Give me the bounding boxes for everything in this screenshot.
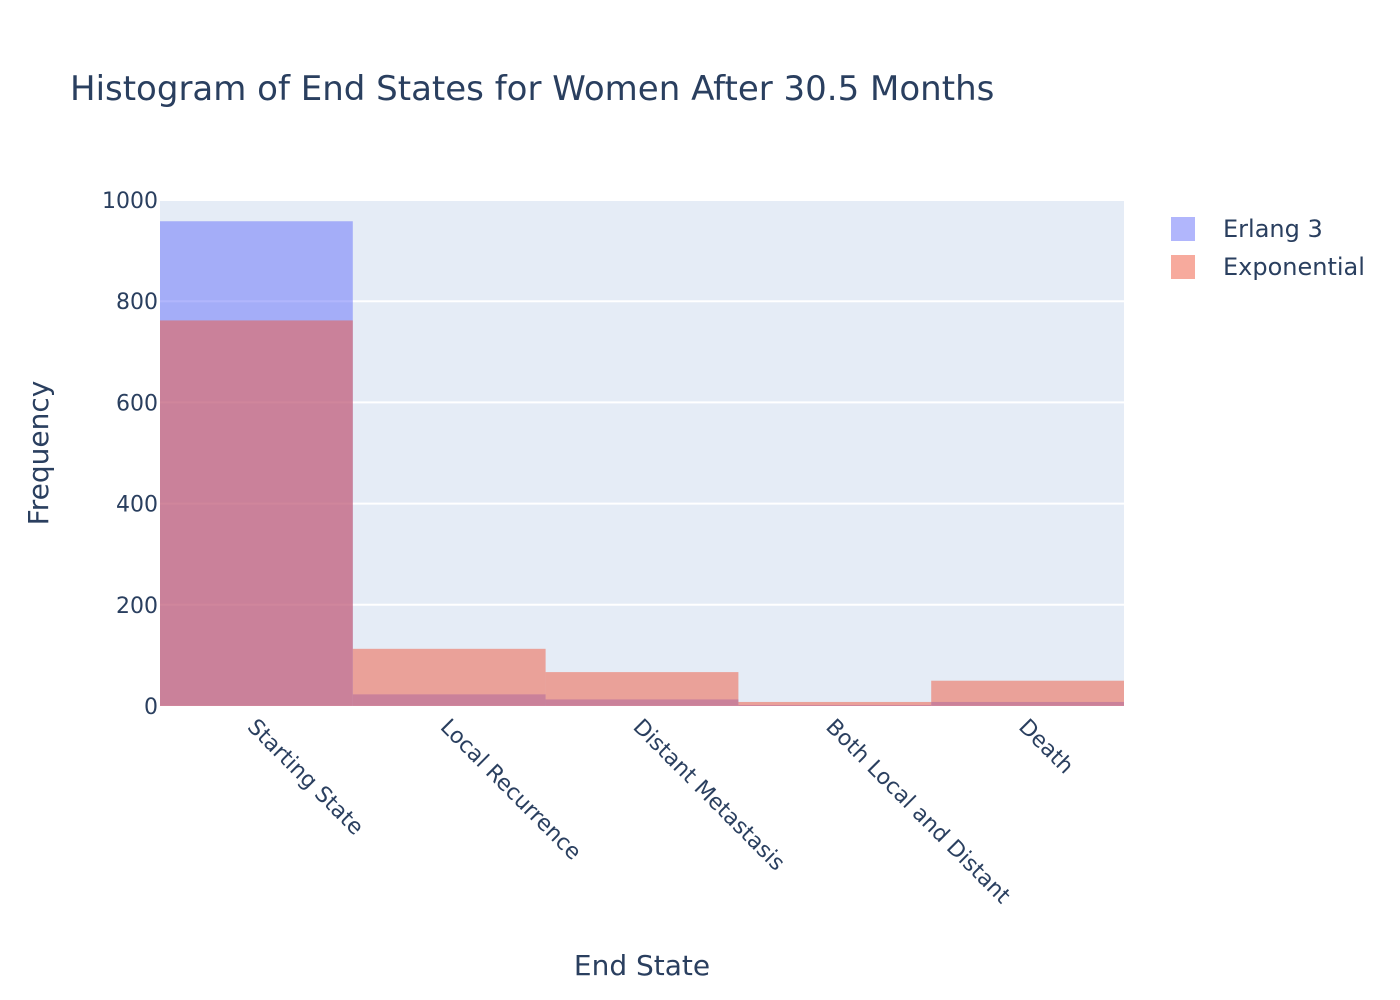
y-tick-label: 1000 bbox=[102, 189, 158, 214]
legend-label: Erlang 3 bbox=[1223, 215, 1323, 243]
bar-series-2 bbox=[352, 648, 546, 706]
y-tick-label: 600 bbox=[116, 391, 158, 416]
x-axis-ticks: Starting State Local Recurrence Distant Me… bbox=[242, 715, 1078, 910]
bar-series-2 bbox=[931, 680, 1124, 706]
legend-label: Exponential bbox=[1223, 253, 1365, 281]
bar-series-2 bbox=[160, 320, 353, 706]
y-tick-label: 800 bbox=[116, 290, 158, 315]
legend-swatch bbox=[1171, 255, 1195, 279]
legend[interactable]: Erlang 3 Exponential bbox=[1171, 215, 1365, 281]
bar-series-2 bbox=[738, 701, 932, 706]
y-tick-label: 400 bbox=[116, 493, 158, 518]
x-tick-label: Both Local and Distant bbox=[821, 715, 1016, 910]
bars bbox=[160, 221, 1124, 706]
x-tick-label: Distant Metastasis bbox=[628, 715, 790, 877]
y-axis-ticks: 0 200 400 600 800 1000 bbox=[102, 189, 158, 720]
legend-item[interactable]: Erlang 3 bbox=[1171, 215, 1323, 243]
bar-series-2 bbox=[545, 672, 739, 706]
x-tick-label: Starting State bbox=[242, 715, 368, 841]
x-tick-label: Death bbox=[1013, 715, 1078, 780]
chart-title: Histogram of End States for Women After … bbox=[70, 69, 994, 109]
legend-item[interactable]: Exponential bbox=[1171, 253, 1365, 281]
legend-swatch bbox=[1171, 217, 1195, 241]
y-tick-label: 0 bbox=[144, 695, 158, 720]
x-axis-title: End State bbox=[574, 949, 710, 982]
y-tick-label: 200 bbox=[116, 594, 158, 619]
y-axis-title: Frequency bbox=[22, 381, 55, 526]
x-tick-label: Local Recurrence bbox=[435, 715, 586, 866]
